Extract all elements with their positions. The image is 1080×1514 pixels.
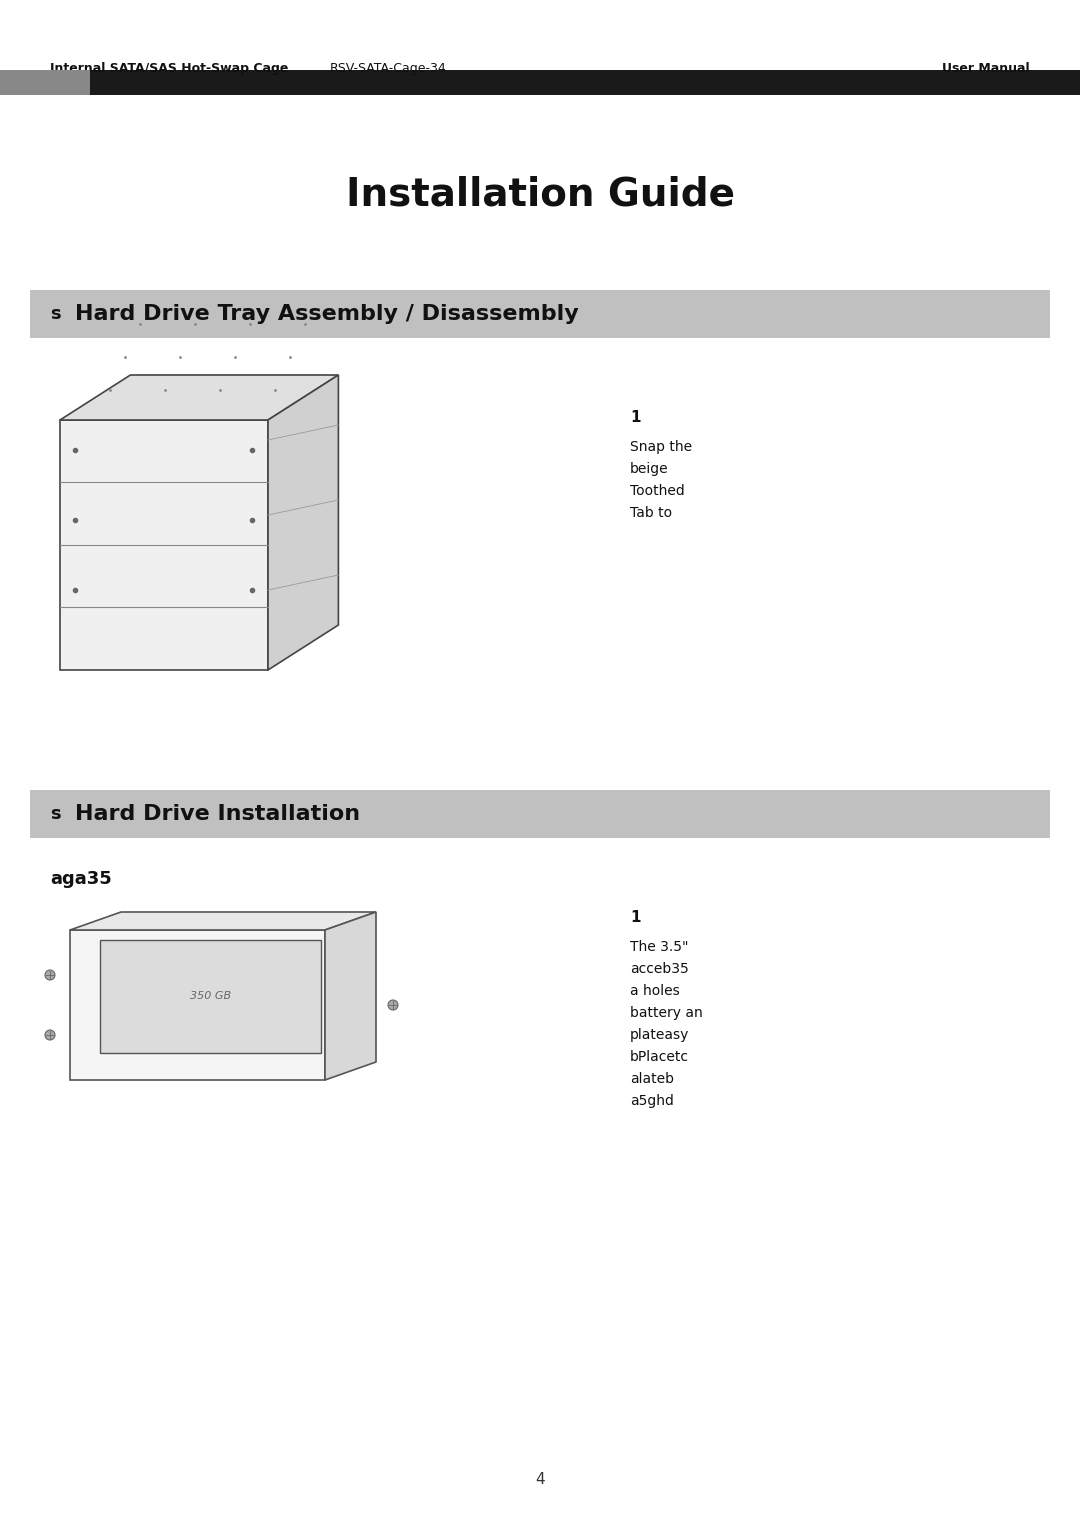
- Text: 4: 4: [536, 1473, 544, 1487]
- Polygon shape: [60, 419, 268, 671]
- Text: bPlacetc: bPlacetc: [630, 1051, 689, 1064]
- Text: a5ghd: a5ghd: [630, 1095, 674, 1108]
- Text: acceb35: acceb35: [630, 961, 689, 977]
- Polygon shape: [60, 375, 338, 419]
- Circle shape: [45, 970, 55, 980]
- Text: beige: beige: [630, 462, 669, 475]
- Text: Hard Drive Tray Assembly / Disassembly: Hard Drive Tray Assembly / Disassembly: [75, 304, 579, 324]
- Text: aga35: aga35: [50, 871, 111, 889]
- Circle shape: [45, 1030, 55, 1040]
- Text: s: s: [50, 805, 60, 824]
- Circle shape: [388, 1001, 399, 1010]
- Bar: [0, 70, 1080, 95]
- Polygon shape: [100, 940, 321, 1052]
- Text: Hard Drive Installation: Hard Drive Installation: [75, 804, 360, 824]
- Bar: [30, 790, 1050, 839]
- Text: Toothed: Toothed: [630, 484, 685, 498]
- Text: Installation Guide: Installation Guide: [346, 176, 734, 213]
- Polygon shape: [268, 375, 338, 671]
- Text: RSV-SATA-Cage-34: RSV-SATA-Cage-34: [330, 62, 447, 76]
- Text: alateb: alateb: [630, 1072, 674, 1086]
- Text: plateasy: plateasy: [630, 1028, 689, 1042]
- Polygon shape: [325, 911, 376, 1079]
- Text: battery an: battery an: [630, 1005, 703, 1020]
- Text: Tab to: Tab to: [630, 506, 672, 519]
- Text: 1: 1: [630, 410, 640, 425]
- Text: Snap the: Snap the: [630, 441, 692, 454]
- Text: a holes: a holes: [630, 984, 679, 998]
- Text: The 3.5": The 3.5": [630, 940, 689, 954]
- Text: s: s: [50, 304, 60, 322]
- Polygon shape: [70, 930, 325, 1079]
- Polygon shape: [70, 911, 376, 930]
- Text: 1: 1: [630, 910, 640, 925]
- Text: User Manual: User Manual: [943, 62, 1030, 76]
- Text: 350 GB: 350 GB: [190, 992, 231, 1001]
- Text: Internal SATA/SAS Hot-Swap Cage: Internal SATA/SAS Hot-Swap Cage: [50, 62, 288, 76]
- Bar: [0, 70, 90, 95]
- Bar: [30, 291, 1050, 338]
